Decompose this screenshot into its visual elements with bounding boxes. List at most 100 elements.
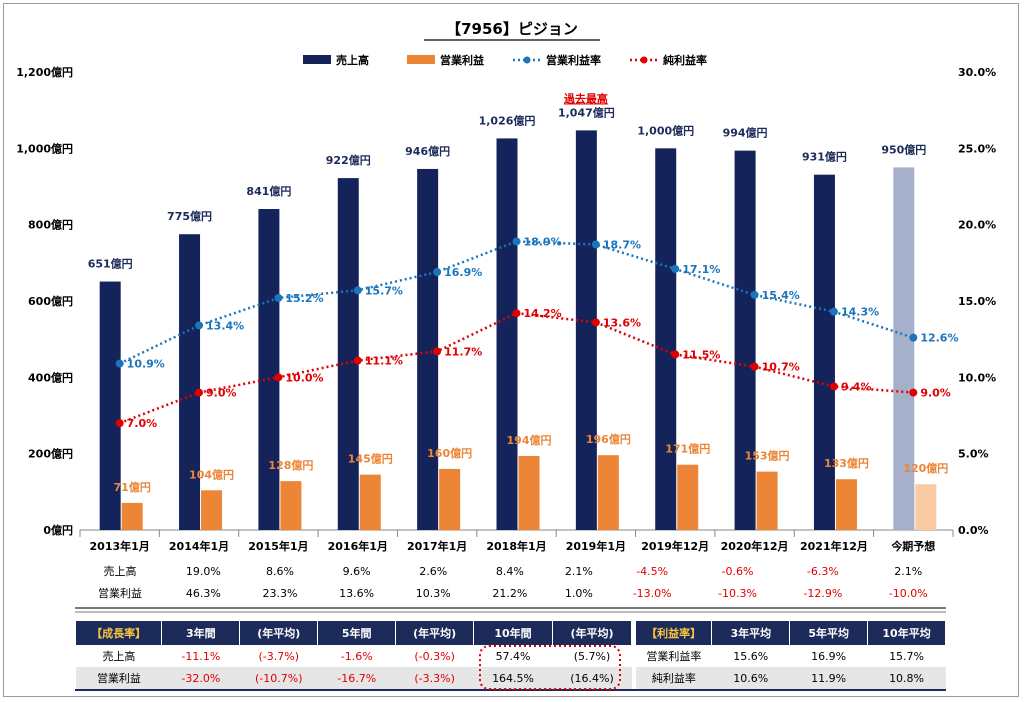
sales-bar (813, 174, 835, 530)
operating-margin-label: 10.9% (127, 358, 165, 371)
sales-bar-label: 775億円 (167, 209, 212, 223)
operating-margin-label: 16.9% (444, 266, 482, 279)
sales-bar-label: 651億円 (88, 257, 133, 271)
x-tick-label: 2013年1月 (90, 539, 150, 553)
operating-profit-bar (121, 502, 143, 530)
sales-bar-label: 1,047億円 (558, 105, 615, 119)
growth-value: 46.3% (185, 586, 221, 600)
legend-label: 営業利益 (440, 53, 484, 67)
net-margin-label: 10.7% (762, 361, 800, 374)
net-margin-label: 11.7% (444, 345, 482, 358)
x-tick-label: 2021年12月 (800, 539, 868, 553)
operating-margin-label: 18.9% (524, 235, 562, 248)
y2-tick-label: 30.0% (958, 66, 996, 79)
growth-row: 営業利益 46.3% 23.3% 13.6% 10.3% 21.2% 1.0% -13.0% -… (75, 582, 951, 604)
chart-frame (3, 3, 1019, 697)
growth-summary-row-value: -11.1% (181, 649, 221, 663)
operating-margin-point (909, 333, 918, 342)
operating-margin-point (512, 237, 521, 246)
growth-value: 10.3% (415, 586, 451, 600)
operating-margin-point (195, 321, 204, 330)
margin-summary-row-value: 10.8% (867, 667, 946, 689)
growth-summary-row-value: (-3.3%) (395, 667, 474, 689)
net-margin-point (115, 419, 124, 428)
margin-summary-row-label: 純利益率 (636, 667, 712, 689)
x-tick-label: 2019年1月 (566, 539, 626, 553)
operating-margin-point (115, 359, 124, 368)
growth-summary-row-value: (16.4%) (552, 667, 632, 689)
y-tick-label: 1,200億円 (16, 65, 73, 79)
legend-label: 売上高 (336, 53, 369, 67)
x-tick-label: 2018年1月 (486, 539, 546, 553)
operating-margin-label: 14.3% (841, 306, 879, 319)
growth-header: 3年間 (161, 621, 241, 645)
operating-margin-point (353, 286, 362, 295)
growth-value: -12.9% (803, 586, 843, 600)
growth-header: (年平均) (239, 621, 319, 645)
net-margin-point (353, 356, 362, 365)
growth-value: 9.6% (342, 564, 371, 578)
growth-summary-title: 【成長率】 (76, 621, 163, 645)
sales-bar (179, 234, 201, 531)
net-margin-label: 9.0% (206, 387, 237, 400)
operating-margin-point (433, 267, 442, 276)
x-tick-label: 2019年12月 (641, 539, 709, 553)
y2-tick-label: 25.0% (958, 142, 996, 155)
growth-row: 売上高 19.0% 8.6% 9.6% 2.6% 8.4% 2.1% -4.5% -0.6% -6… (75, 560, 951, 582)
net-margin-label: 13.6% (603, 316, 641, 329)
growth-row-label: 営業利益 (98, 587, 142, 600)
net-margin-label: 11.5% (682, 348, 720, 361)
operating-profit-bar-label: 104億円 (189, 467, 234, 481)
legend-label: 営業利益率 (546, 53, 601, 67)
sales-bar (99, 281, 121, 530)
margin-summary-title: 【利益率】 (636, 621, 713, 645)
operating-margin-label: 15.2% (285, 292, 323, 305)
operating-profit-bar-label: 194億円 (507, 433, 552, 447)
operating-margin-point (671, 264, 680, 273)
y-tick-label: 600億円 (28, 294, 73, 308)
growth-summary-row-value: -16.7% (317, 667, 396, 689)
margin-summary-row: 営業利益率 15.6% 16.9% 15.7% (636, 645, 946, 667)
growth-value: -4.5% (636, 564, 669, 578)
operating-profit-bar-label: 120億円 (903, 461, 948, 475)
growth-rate-table: 売上高 19.0% 8.6% 9.6% 2.6% 8.4% 2.1% -4.5% -0.6% -6… (75, 560, 951, 604)
growth-value: 21.2% (492, 586, 528, 600)
growth-header: (年平均) (395, 621, 475, 645)
growth-summary-row-value: -1.6% (340, 649, 373, 663)
x-tick-label: 2015年1月 (248, 539, 308, 553)
net-margin-label: 14.2% (524, 307, 562, 320)
sales-bar-label: 950億円 (881, 142, 926, 156)
sales-bar (655, 148, 677, 531)
legend-marker (640, 56, 648, 64)
operating-profit-bar (915, 484, 937, 530)
operating-profit-bar-label: 153億円 (745, 449, 790, 463)
growth-value: 19.0% (185, 564, 221, 578)
sales-bar-label: 994億円 (723, 126, 768, 140)
growth-summary-row-label: 売上高 (102, 650, 136, 663)
sales-bar-label: 946億円 (405, 144, 450, 158)
operating-margin-label: 15.7% (365, 284, 403, 297)
operating-profit-bar-label: 160億円 (427, 446, 472, 460)
growth-value: 8.4% (495, 564, 524, 578)
margin-summary-row-value: 10.6% (711, 667, 790, 689)
growth-header: 10年間 (473, 621, 553, 645)
operating-margin-line (119, 240, 914, 365)
operating-margin-point (829, 307, 838, 316)
chart-title: 【7956】ピジョン (446, 20, 578, 38)
x-tick-label: 2016年1月 (328, 539, 388, 553)
operating-profit-bar (359, 474, 381, 530)
net-margin-point (274, 373, 283, 382)
operating-profit-bar (439, 468, 461, 530)
growth-summary-row: 売上高 -11.1% (-3.7%) -1.6% (-0.3%) 57.4% (5.7%) (76, 645, 632, 667)
growth-summary-row: 営業利益 -32.0% (-10.7%) -16.7% (-3.3%) 164.5% (16… (76, 667, 632, 689)
operating-margin-point (591, 240, 600, 249)
operating-margin-label: 15.4% (762, 289, 800, 302)
growth-summary-row-value: -32.0% (161, 667, 240, 689)
net-margin-point (750, 362, 759, 371)
sales-bar-label: 922億円 (326, 153, 371, 167)
net-margin-point (829, 382, 838, 391)
growth-value: 8.6% (265, 564, 294, 578)
operating-profit-bar-label: 128億円 (268, 458, 313, 472)
growth-summary-row-value: (-3.7%) (258, 649, 300, 663)
